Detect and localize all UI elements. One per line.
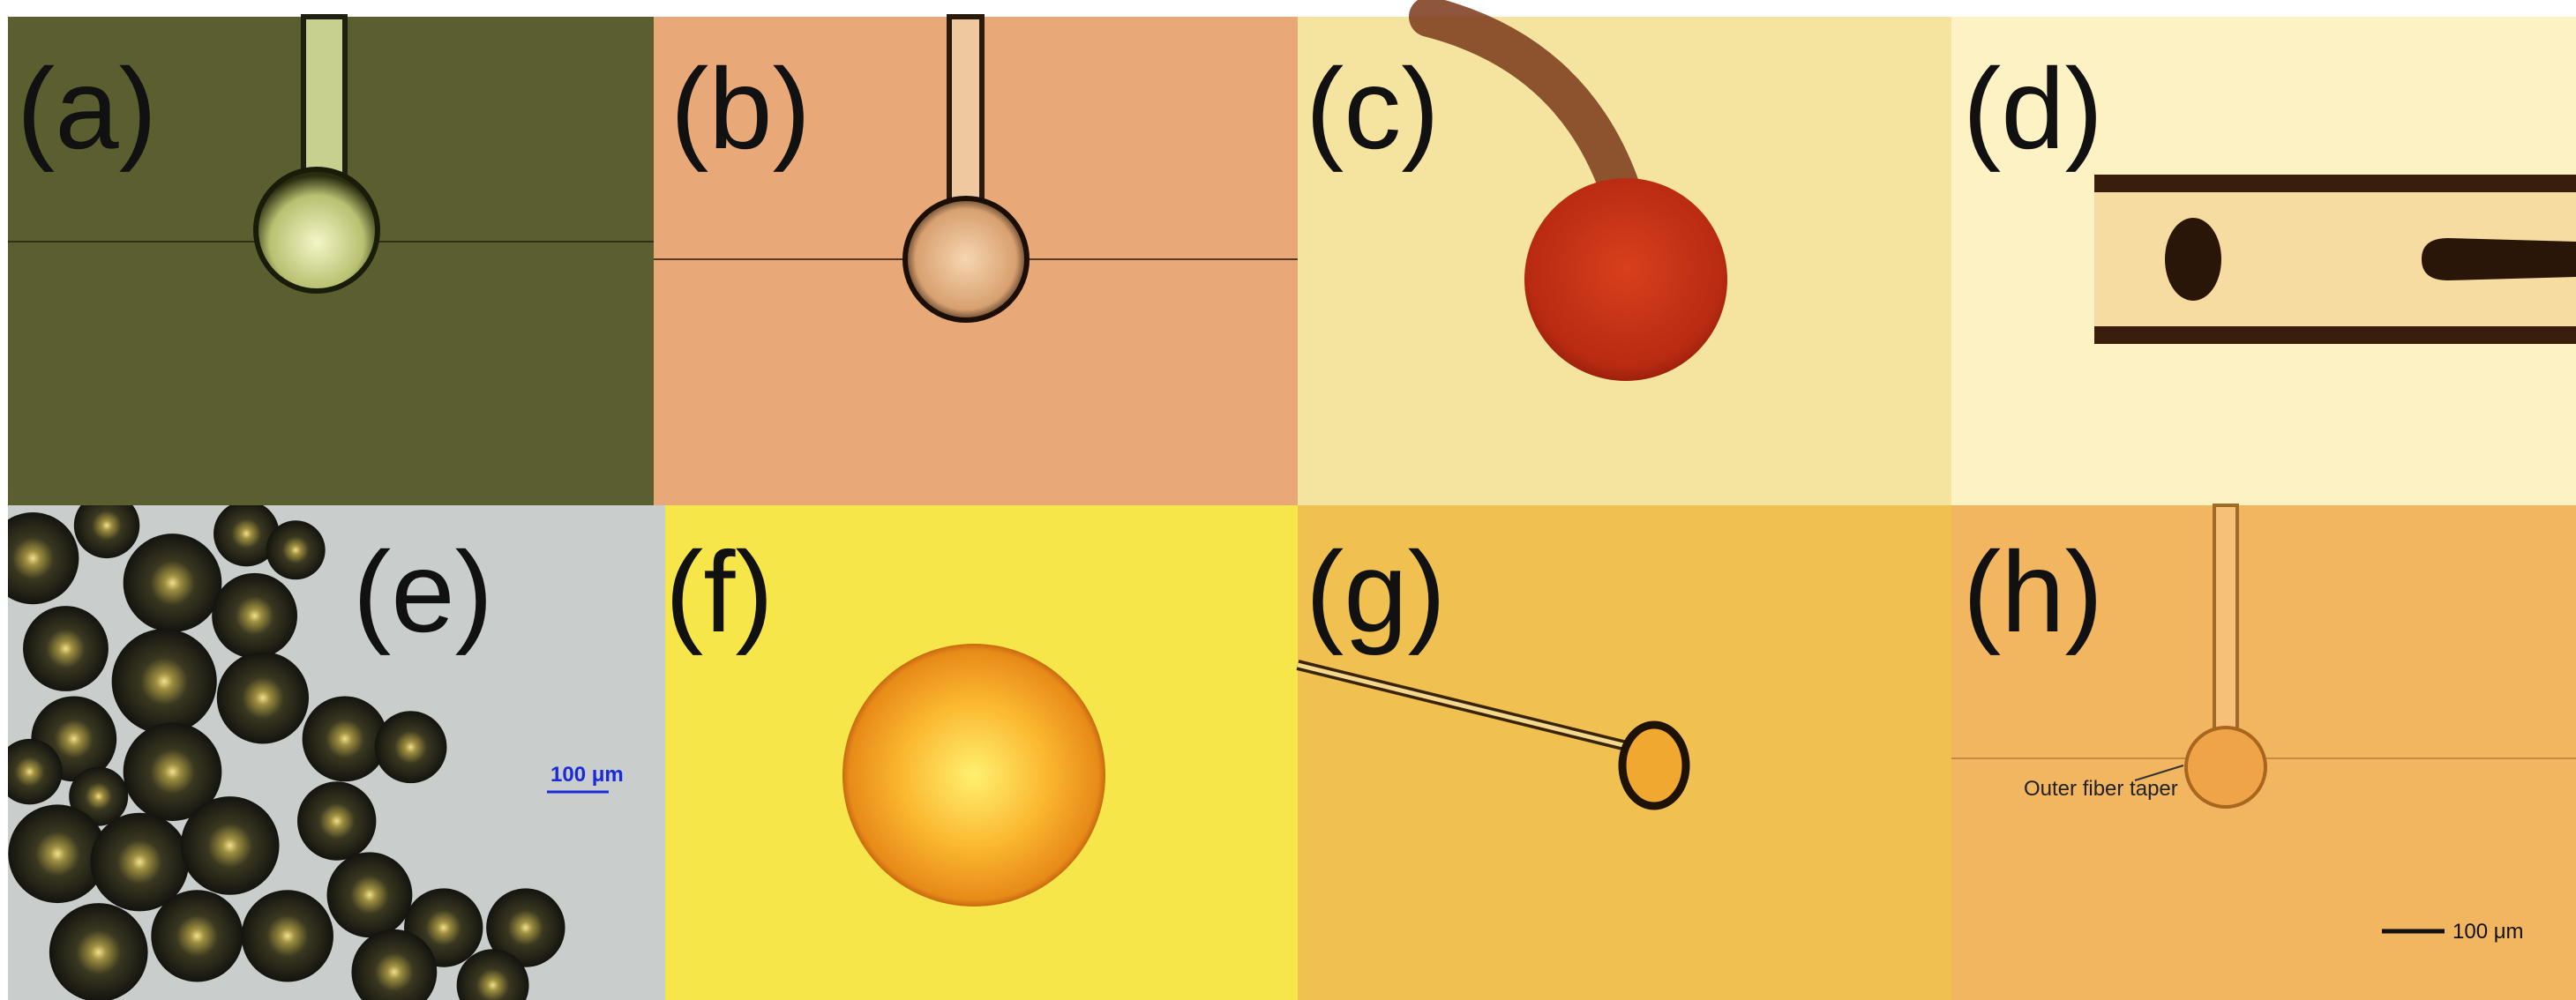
panel-c: (c) [1298, 17, 1951, 505]
panel-label: (b) [670, 44, 811, 173]
microsphere [256, 169, 378, 291]
microsphere [212, 573, 297, 659]
panel-h: Outer fiber taper 100 μm (h) [1951, 505, 2576, 1000]
microsphere [217, 652, 309, 743]
microsphere [375, 711, 447, 783]
microsphere [905, 198, 1027, 320]
capillary-wall [2094, 326, 2576, 344]
microsphere [842, 644, 1105, 907]
panel-b: (b) [654, 17, 1298, 505]
scale-bar-label: 100 μm [2452, 920, 2524, 944]
panel-label: (a) [17, 44, 157, 173]
microsphere [266, 520, 326, 579]
microsphere [2186, 728, 2265, 807]
panel-label: (h) [1963, 527, 2103, 656]
microsphere [297, 781, 376, 860]
panel-f: (f) [665, 505, 1298, 1000]
panel-label: (f) [665, 527, 774, 656]
fiber [2214, 505, 2237, 735]
microsphere [23, 606, 109, 691]
microsphere [327, 852, 413, 937]
capillary-wall [2094, 175, 2576, 192]
annotation: Outer fiber taper [2024, 777, 2178, 801]
panel-g: (g) [1298, 505, 1951, 1000]
panel-label: (d) [1963, 44, 2103, 173]
microsphere [181, 796, 280, 895]
panel-label: (c) [1306, 44, 1440, 173]
microsphere [112, 629, 217, 734]
panel-label: (g) [1306, 527, 1446, 656]
microsphere [124, 534, 222, 632]
panel-d: (d) [1951, 17, 2576, 505]
fluid-plug [2422, 238, 2576, 280]
droplet [2165, 218, 2221, 301]
panel-label: (e) [353, 527, 493, 656]
microsphere [1524, 178, 1727, 381]
figure: (a) (b) (c) (d) (e) 100 μm (f) [0, 0, 2576, 1000]
scale-bar-label: 100 μm [550, 763, 624, 787]
panel-a: (a) [8, 17, 654, 505]
microsphere [1622, 725, 1686, 806]
panel-e: (e) 100 μm [0, 493, 665, 1000]
microsphere [49, 903, 148, 1000]
microsphere [242, 890, 333, 981]
microsphere [151, 890, 243, 981]
microsphere [303, 696, 388, 781]
